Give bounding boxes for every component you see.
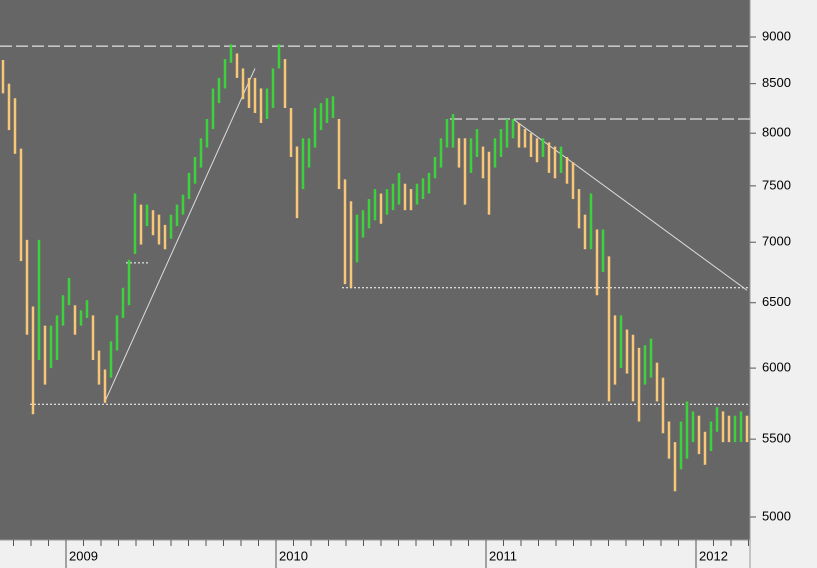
trend-line: [104, 68, 256, 402]
x-tick-label: 2011: [489, 548, 517, 563]
y-tick-label: 7000: [762, 234, 791, 249]
y-axis-panel: [750, 0, 817, 568]
y-tick-label: 8500: [762, 75, 791, 90]
y-tick-label: 6500: [762, 294, 791, 309]
x-tick-label: 2010: [279, 548, 308, 563]
x-tick-label: 2009: [69, 548, 98, 563]
y-tick-label: 5000: [762, 508, 791, 523]
trend-line: [512, 118, 748, 291]
y-tick-label: 6000: [762, 360, 791, 375]
plot-area: [0, 0, 750, 540]
x-tick-label: 2012: [699, 548, 728, 563]
x-axis-panel: [0, 540, 750, 568]
y-tick-label: 8000: [762, 125, 791, 140]
y-tick-label: 5500: [762, 431, 791, 446]
y-tick-label: 7500: [762, 177, 791, 192]
y-tick-label: 9000: [762, 28, 791, 43]
